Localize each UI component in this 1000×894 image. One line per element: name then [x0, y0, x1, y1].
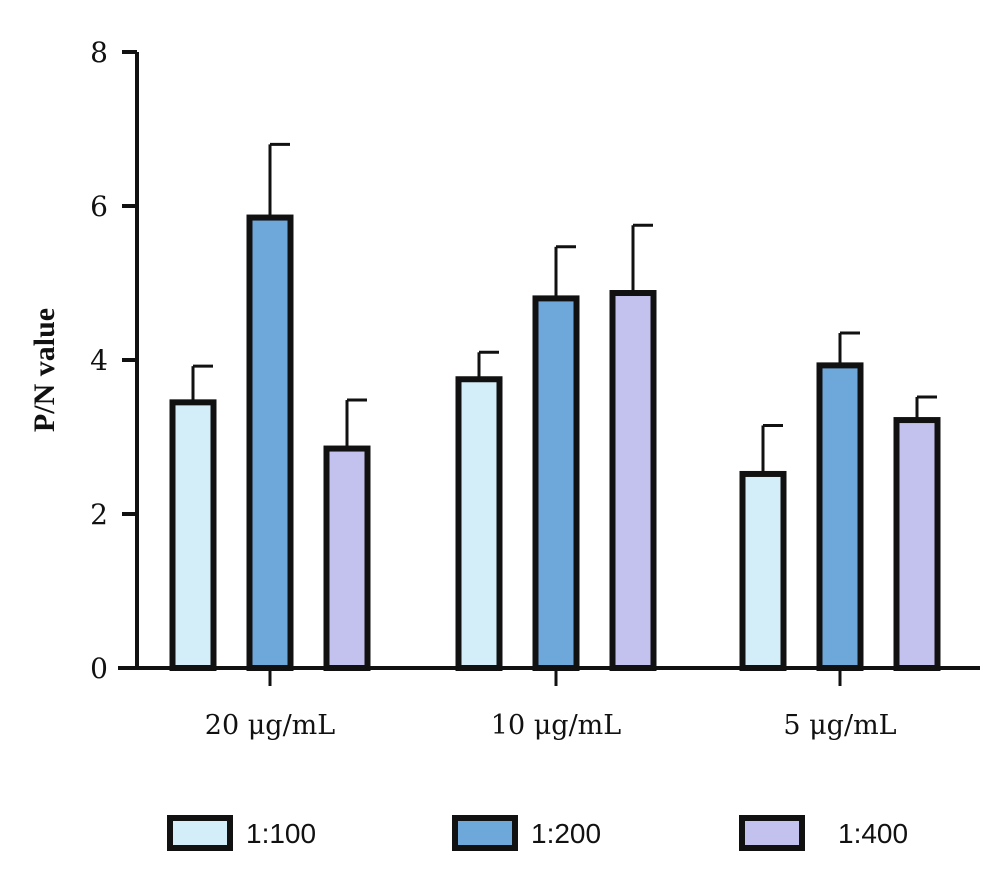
legend-swatch: [452, 815, 518, 851]
legend-swatch: [167, 815, 233, 851]
legend-label: 1:200: [531, 818, 601, 849]
bar-1-100-2: [455, 376, 503, 671]
y-ticks: 0 2 4 6 8: [90, 36, 137, 685]
y-tick-label: 2: [90, 498, 108, 531]
legend-label: 1:100: [246, 818, 316, 849]
bar-1-100-1: [169, 399, 217, 671]
y-axis-title: P/N value: [28, 308, 61, 432]
bar-1-400-2: [609, 290, 657, 671]
legend: 1:100 1:200 1:400: [167, 815, 908, 851]
bar-1-400-3: [893, 417, 941, 671]
x-category-label: 20 μg/mL: [205, 710, 335, 741]
legend-swatch: [739, 815, 805, 851]
bar-1-400-1: [323, 445, 371, 671]
y-tick-label: 0: [90, 652, 108, 685]
x-category-label: 5 μg/mL: [783, 710, 896, 741]
y-tick-label: 8: [90, 36, 108, 69]
y-tick-label: 4: [90, 344, 108, 377]
bar-1-200-1: [246, 214, 294, 672]
x-categories: 20 μg/mL 10 μg/mL 5 μg/mL: [205, 668, 897, 741]
bar-1-100-3: [739, 470, 787, 671]
x-category-label: 10 μg/mL: [491, 710, 621, 741]
bar-1-200-3: [816, 362, 864, 671]
bars: [169, 142, 941, 672]
bar-1-200-2: [532, 295, 580, 671]
legend-label: 1:400: [838, 818, 908, 849]
y-tick-label: 6: [90, 190, 108, 223]
